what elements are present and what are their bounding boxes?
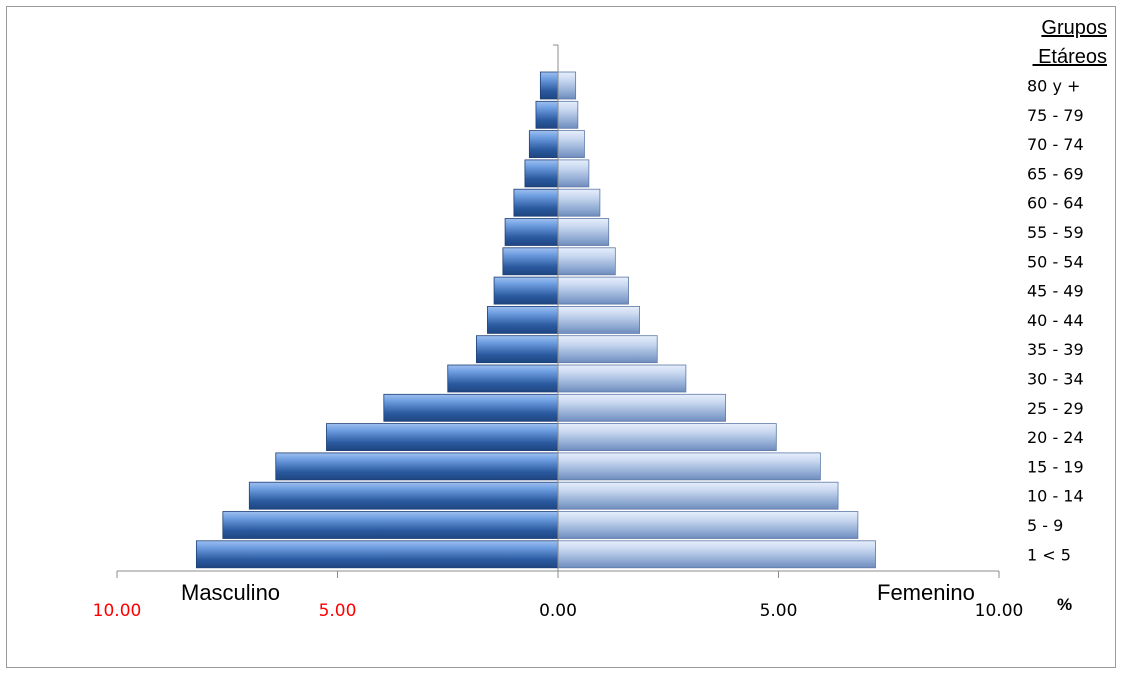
x-tick-label: 0.00 [539,601,577,621]
female-bar [557,100,579,129]
male-bar [275,452,559,481]
male-bar [535,100,559,129]
age-group-label: 70 - 74 [1027,135,1084,154]
chart-frame: 10.00 5.00 0.00 5.00 10.00 80 y + 75 - 79 70 -… [6,6,1116,668]
female-bar [557,540,876,569]
male-bar [528,130,559,158]
male-bar [487,305,559,334]
age-group-label: 65 - 69 [1027,164,1084,183]
male-bar [326,423,559,452]
masculino-label: Masculino [181,580,280,605]
x-tick-label: 10.00 [975,601,1024,621]
age-group-label: 75 - 79 [1027,106,1084,125]
female-bar [557,335,658,364]
male-bars [195,71,559,569]
age-group-label: 25 - 29 [1027,399,1084,418]
male-bar [476,335,559,364]
female-bar [557,452,821,481]
x-axis-ticks: 10.00 5.00 0.00 5.00 10.00 [93,571,1024,621]
age-group-label: 10 - 14 [1027,487,1084,506]
femenino-label: Femenino [877,580,975,605]
female-bar [557,511,859,539]
x-tick-label: 5.00 [760,601,798,621]
male-bar [504,218,559,246]
female-bars [557,71,876,569]
legend-title-line2: Etáreos [1033,46,1107,68]
age-group-label: 15 - 19 [1027,457,1084,476]
male-bar [524,159,559,188]
male-bar [513,188,559,217]
age-group-label: 35 - 39 [1027,340,1084,359]
male-bar [502,247,559,276]
age-group-label: 50 - 54 [1027,252,1084,271]
female-bar [557,305,640,334]
age-group-label: 30 - 34 [1027,370,1084,389]
female-bar [557,393,726,422]
age-group-label: 40 - 44 [1027,311,1084,330]
x-tick-label: 10.00 [93,601,142,621]
female-bar [557,130,585,158]
age-group-label: 45 - 49 [1027,282,1084,301]
male-bar [248,481,559,510]
age-group-label: 5 - 9 [1027,516,1063,535]
female-bar [557,364,687,393]
male-bar [493,276,559,305]
male-bar [539,71,559,100]
x-tick-label: 5.00 [319,601,357,621]
female-bar [557,159,590,188]
legend-title-line1: Grupos [1041,17,1107,39]
female-bar [557,218,610,246]
female-bar [557,481,839,510]
population-pyramid-chart: 10.00 5.00 0.00 5.00 10.00 80 y + 75 - 79 70 -… [93,17,1107,621]
female-bar [557,188,601,217]
female-bar [557,423,777,452]
unit-label: % [1057,595,1072,614]
female-bar [557,71,577,100]
female-bar [557,276,629,305]
age-group-label: 80 y + [1027,77,1080,96]
female-bar [557,247,616,276]
male-bar [222,511,559,539]
age-group-label: 1 < 5 [1027,545,1071,564]
age-group-label: 60 - 64 [1027,194,1084,213]
age-group-label: 55 - 59 [1027,223,1084,242]
male-bar [195,540,559,569]
age-group-labels: 80 y + 75 - 79 70 - 74 65 - 69 60 - 64 55 - 5… [1027,77,1084,565]
age-group-label: 20 - 24 [1027,428,1084,447]
male-bar [447,364,559,393]
male-bar [383,393,559,422]
